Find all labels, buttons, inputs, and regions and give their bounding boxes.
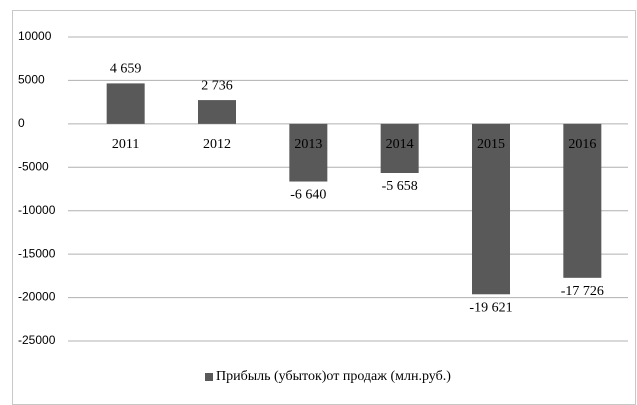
y-tick-label: 5000 [18, 73, 45, 87]
bar [289, 123, 328, 182]
x-tick-label: 2012 [203, 137, 231, 152]
y-tick-label: 10000 [18, 29, 52, 43]
data-label: -6 640 [290, 188, 326, 203]
y-tick-label: 0 [18, 116, 25, 130]
bar [563, 123, 602, 278]
x-tick-label: 2011 [112, 137, 139, 152]
bar [198, 100, 236, 124]
bar [380, 123, 419, 174]
data-label: 4 659 [110, 62, 142, 77]
y-tick-label: -5000 [18, 159, 49, 173]
data-label: -19 621 [469, 300, 512, 315]
y-tick-label: -10000 [18, 203, 56, 217]
data-label: 2 736 [201, 78, 233, 93]
data-label: -5 658 [382, 179, 418, 194]
x-tick-label: 2016 [568, 137, 596, 152]
x-tick-label: 2013 [294, 137, 322, 152]
y-tick-label: -20000 [18, 290, 56, 304]
bar [106, 83, 145, 124]
chart-frame [12, 10, 636, 405]
legend-swatch [205, 373, 213, 381]
y-tick-label: -15000 [18, 246, 56, 260]
legend-label: Прибыль (убыток)от продаж (млн.руб.) [216, 369, 451, 384]
x-tick-label: 2015 [477, 137, 505, 152]
x-tick-label: 2014 [386, 137, 414, 152]
bar [472, 123, 510, 295]
data-label: -17 726 [561, 284, 604, 299]
y-tick-label: -25000 [18, 333, 56, 347]
